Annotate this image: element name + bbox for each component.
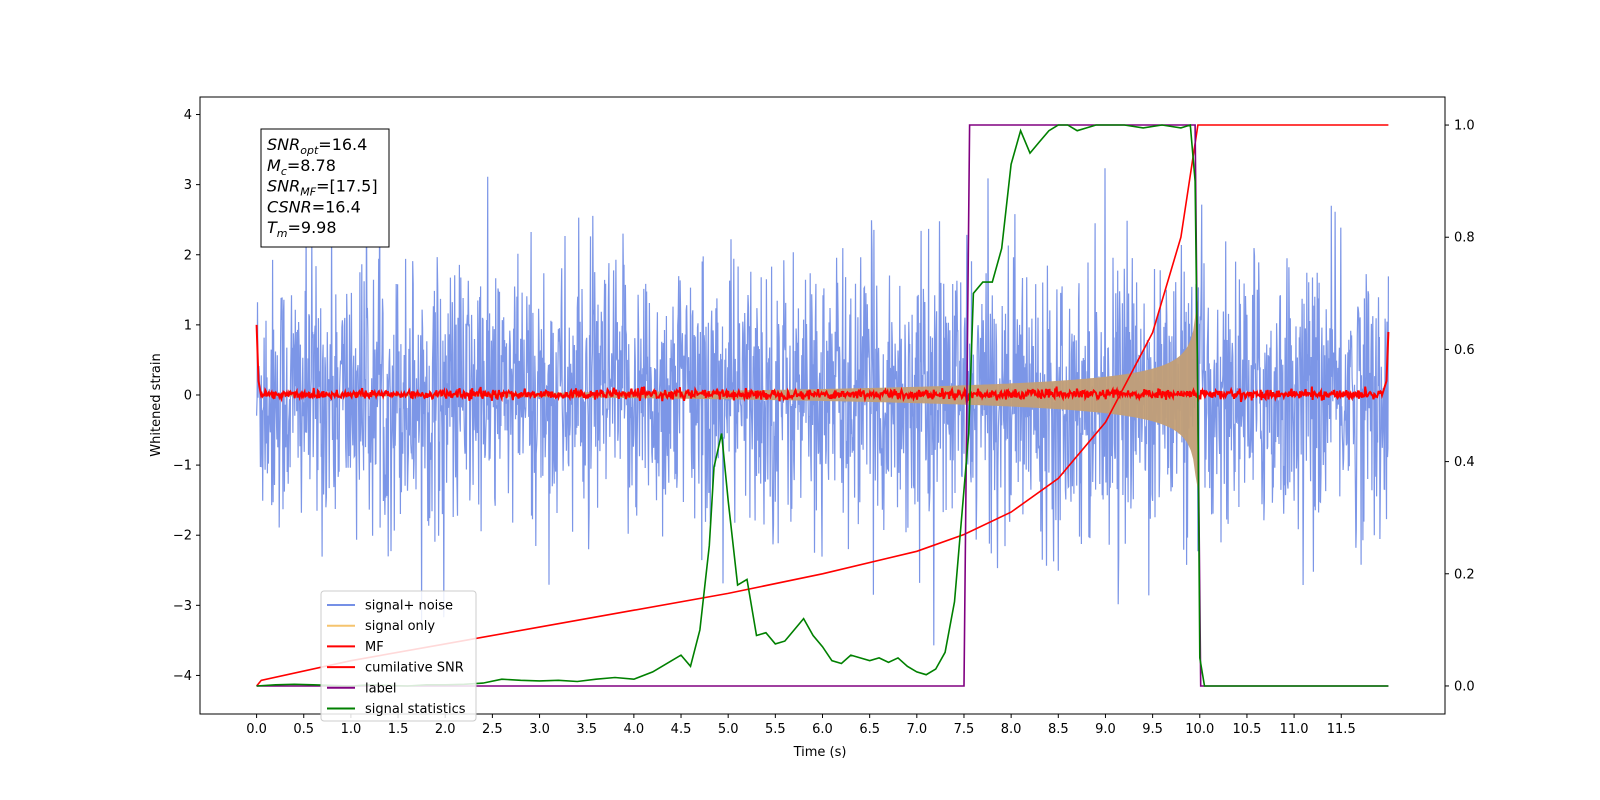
y-tick-label-left: −3 xyxy=(173,599,192,614)
x-tick-label: 7.0 xyxy=(906,722,927,737)
y-tick-label-right: 0.8 xyxy=(1454,231,1475,246)
x-tick-label: 5.5 xyxy=(765,722,786,737)
y-tick-label-right: 0.6 xyxy=(1454,343,1475,358)
x-tick-label: 9.0 xyxy=(1095,722,1116,737)
x-tick-label: 10.0 xyxy=(1185,722,1214,737)
annotation-line: SNRopt=16.4 xyxy=(267,135,367,157)
annotation-line: SNRMF=[17.5] xyxy=(267,177,378,199)
x-tick-label: 4.0 xyxy=(624,722,645,737)
x-tick-label: 1.5 xyxy=(388,722,409,737)
x-tick-label: 9.5 xyxy=(1142,722,1163,737)
y-axis-left: 4 3 2 1 0 −1 −2 −3 −4 xyxy=(173,108,200,684)
annotation-line: CSNR=16.4 xyxy=(267,197,361,216)
x-tick-label: 8.0 xyxy=(1001,722,1022,737)
x-tick-label: 0.5 xyxy=(293,722,314,737)
y-axis-label: Whitened strain xyxy=(149,353,164,456)
x-tick-label: 3.5 xyxy=(576,722,597,737)
y-tick-label-right: 1.0 xyxy=(1454,119,1475,134)
x-tick-label: 10.5 xyxy=(1232,722,1261,737)
legend-entry: signal statistics xyxy=(365,702,466,717)
y-tick-label-left: −1 xyxy=(173,459,192,474)
series-signal-noise xyxy=(256,141,1389,646)
x-tick-label: 7.5 xyxy=(954,722,975,737)
y-tick-label-left: 1 xyxy=(184,318,192,333)
x-tick-label: 8.5 xyxy=(1048,722,1069,737)
x-tick-label: 11.5 xyxy=(1327,722,1356,737)
x-tick-label: 0.0 xyxy=(246,722,267,737)
x-tick-label: 2.0 xyxy=(435,722,456,737)
y-tick-label-left: 2 xyxy=(184,248,192,263)
annotation-line: Tm=9.98 xyxy=(267,218,337,240)
legend-entry: label xyxy=(365,681,396,696)
y-tick-label-left: −4 xyxy=(173,669,192,684)
x-tick-label: 4.5 xyxy=(671,722,692,737)
y-tick-label-left: −2 xyxy=(173,529,192,544)
x-axis-label: Time (s) xyxy=(793,745,847,760)
y-tick-label-left: 4 xyxy=(184,108,192,123)
x-axis: 0.0 0.5 1.0 1.5 2.0 2.5 3.0 3.5 4.0 4.5 5.0 5.5 6.0 6… xyxy=(246,714,1356,737)
annotation-line: Mc=8.78 xyxy=(267,156,336,178)
x-tick-label: 3.0 xyxy=(529,722,550,737)
x-tick-label: 11.0 xyxy=(1280,722,1309,737)
series-mf xyxy=(255,324,1390,403)
x-tick-label: 5.0 xyxy=(718,722,739,737)
legend-entry: MF xyxy=(365,640,384,655)
x-tick-label: 6.5 xyxy=(859,722,880,737)
legend-entry: signal+ noise xyxy=(365,599,453,614)
legend: signal+ noise signal only MF cumilative SNR… xyxy=(320,590,477,722)
y-tick-label-right: 0.2 xyxy=(1454,567,1475,582)
x-tick-label: 6.0 xyxy=(812,722,833,737)
series-signal-statistics xyxy=(256,123,1389,687)
y-tick-label-right: 0.4 xyxy=(1454,455,1475,470)
legend-entry: cumilative SNR xyxy=(365,661,464,676)
y-axis-right: 1.0 0.8 0.6 0.4 0.2 0.0 xyxy=(1445,119,1475,694)
x-tick-label: 2.5 xyxy=(482,722,503,737)
y-tick-label-right: 0.0 xyxy=(1454,679,1475,694)
x-tick-label: 1.0 xyxy=(341,722,362,737)
legend-entry: signal only xyxy=(365,619,435,634)
y-tick-label-left: 3 xyxy=(184,178,192,193)
y-tick-label-left: 0 xyxy=(184,388,192,403)
